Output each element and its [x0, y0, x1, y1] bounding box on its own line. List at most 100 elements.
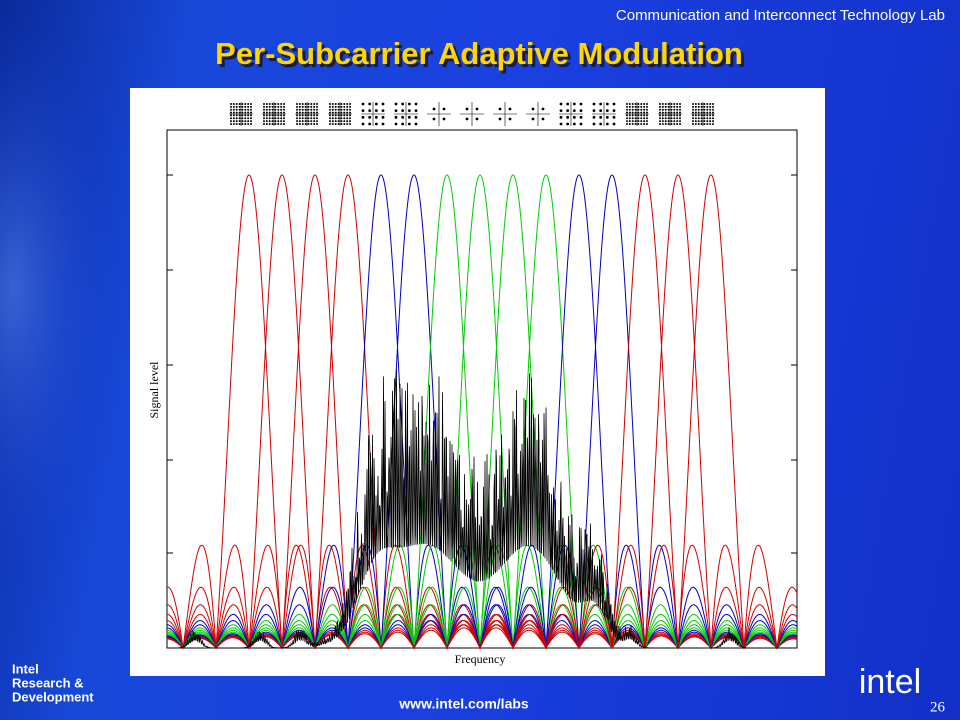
constellation-point [313, 114, 316, 117]
constellation-point [271, 120, 274, 123]
constellation-point [667, 114, 670, 117]
constellation-point [334, 103, 337, 105]
constellation-point [381, 115, 385, 119]
constellation-point [694, 117, 697, 120]
constellation-point [361, 122, 365, 126]
constellation-point [340, 114, 343, 117]
constellation-point [313, 117, 316, 120]
constellation-point [230, 103, 232, 105]
constellation-point [274, 117, 277, 120]
constellation-point [331, 108, 334, 111]
constellation-point [628, 114, 631, 117]
constellation-point [659, 117, 661, 120]
constellation-point [331, 103, 334, 105]
constellation-point [559, 122, 563, 126]
subcarrier-curve [167, 174, 798, 650]
constellation-point [361, 115, 365, 119]
constellation-point [559, 109, 563, 113]
constellation-point [313, 108, 316, 111]
constellation-point [298, 114, 301, 117]
constellation-point [700, 105, 703, 108]
constellation-point [247, 111, 250, 114]
constellation-point [643, 111, 646, 114]
constellation-point [277, 117, 280, 120]
constellation-point [605, 115, 609, 119]
constellation-point [637, 105, 640, 108]
constellation-point [640, 114, 643, 117]
constellation-point [250, 123, 252, 125]
constellation-point [679, 111, 681, 114]
constellation-point [640, 105, 643, 108]
constellation-point [381, 122, 385, 126]
constellation-point [694, 105, 697, 108]
constellation-point [232, 123, 235, 125]
constellation-point [337, 105, 340, 108]
constellation-point [301, 105, 304, 108]
constellation-point [664, 120, 667, 123]
constellation-point [661, 120, 664, 123]
constellation-point [304, 117, 307, 120]
org-line: Intel [12, 661, 39, 676]
constellation-point [664, 123, 667, 125]
constellation-point [307, 123, 310, 125]
constellation-point [673, 108, 676, 111]
constellation-point [572, 109, 576, 113]
constellation-point [271, 103, 274, 105]
constellation-point [268, 114, 271, 117]
constellation-point [643, 108, 646, 111]
constellation-point [265, 114, 268, 117]
constellation-point [712, 117, 714, 120]
constellation-point [230, 111, 232, 114]
constellation-point [274, 103, 277, 105]
constellation-point [673, 120, 676, 123]
constellation-point [265, 105, 268, 108]
constellation-point [334, 114, 337, 117]
constellation-point [709, 117, 712, 120]
constellation-point [709, 111, 712, 114]
constellation-point [247, 114, 250, 117]
constellation-point [374, 102, 378, 106]
constellation-point [592, 102, 596, 106]
constellation [625, 102, 649, 126]
constellation-point [709, 105, 712, 108]
constellation-point [697, 108, 700, 111]
constellation-point [640, 120, 643, 123]
constellation-point [268, 105, 271, 108]
constellation-point [310, 103, 313, 105]
constellation-point [643, 105, 646, 108]
constellation-point [277, 105, 280, 108]
constellation-point [235, 123, 238, 125]
constellation [361, 102, 385, 126]
constellation-point [304, 114, 307, 117]
constellation-point [712, 103, 714, 105]
constellation-point [346, 117, 349, 120]
constellation-point [566, 102, 570, 106]
constellation-point [250, 103, 252, 105]
constellation-point [307, 120, 310, 123]
constellation-point [316, 108, 318, 111]
constellation-point [694, 123, 697, 125]
constellation-point [337, 117, 340, 120]
constellation-point [232, 105, 235, 108]
constellation-point [414, 109, 418, 113]
constellation-point [659, 111, 661, 114]
constellation-point [703, 114, 706, 117]
constellation-point [592, 115, 596, 119]
constellation-point [301, 108, 304, 111]
constellation-point [244, 108, 247, 111]
constellation-point [263, 120, 265, 123]
constellations [229, 102, 715, 126]
constellation-point [394, 109, 398, 113]
constellation-point [334, 111, 337, 114]
constellation-point [631, 120, 634, 123]
constellation-point [566, 115, 570, 119]
constellation-point [368, 102, 372, 106]
constellation-point [670, 111, 673, 114]
constellation-point [700, 114, 703, 117]
constellation-point [661, 114, 664, 117]
constellation-point [692, 103, 694, 105]
constellation-point [531, 107, 535, 111]
constellation-point [280, 108, 283, 111]
constellation-point [661, 105, 664, 108]
constellation-point [346, 103, 349, 105]
